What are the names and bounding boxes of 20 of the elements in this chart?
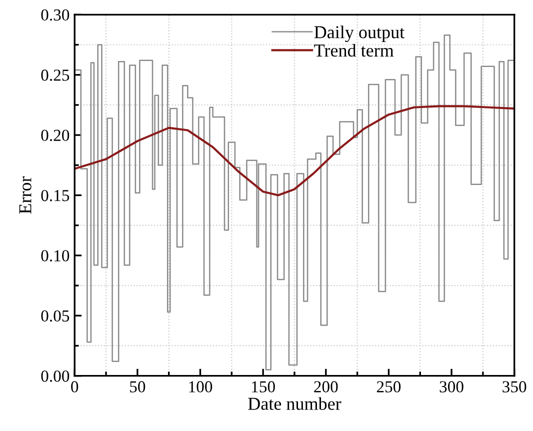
y-tick-label: 0.10 — [41, 250, 70, 262]
y-tick-label: 0.15 — [41, 190, 70, 202]
y-axis-title: Error — [19, 176, 32, 214]
y-tick-label: 0.00 — [41, 370, 70, 382]
x-tick-label: 150 — [252, 381, 275, 392]
y-tick-label: 0.30 — [41, 9, 70, 21]
x-tick-label: 100 — [189, 381, 212, 392]
x-tick-label: 250 — [376, 381, 401, 392]
x-tick-label: 50 — [130, 381, 146, 392]
x-tick-label: 350 — [502, 381, 526, 392]
legend-label: Daily output — [314, 26, 404, 42]
legend-label: Trend term — [314, 44, 394, 57]
y-tick-label: 0.05 — [41, 310, 70, 322]
line-series — [74, 105, 514, 196]
x-tick-label: 0 — [71, 381, 78, 392]
x-axis-title: Date number — [248, 397, 342, 410]
x-tick-label: 300 — [440, 381, 464, 392]
x-tick-label: 200 — [314, 381, 338, 392]
y-tick-label: 0.25 — [41, 70, 70, 81]
y-tick-label: 0.20 — [41, 130, 70, 142]
